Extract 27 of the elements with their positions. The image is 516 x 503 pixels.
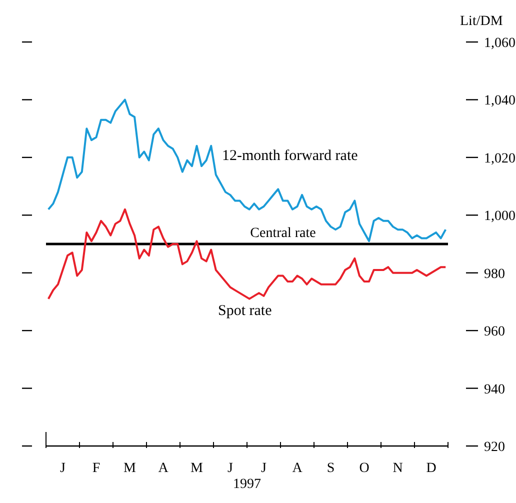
x-tick-label: F (92, 461, 100, 476)
x-tick-label: A (158, 461, 170, 476)
ref-line-label: Central rate (250, 226, 316, 241)
y-tick-label: 960 (484, 324, 505, 340)
x-tick-label: A (292, 461, 304, 476)
x-tick-label: D (426, 461, 436, 476)
y-tick-label: 1,060 (484, 36, 516, 51)
x-tick-label: M (124, 461, 137, 476)
y-tick-label: 940 (484, 382, 505, 398)
x-tick-label: M (190, 461, 204, 476)
y-tick-label: 1,000 (484, 209, 516, 224)
y-tick-label: 1,040 (484, 94, 516, 109)
y-tick-label: 980 (484, 266, 505, 282)
x-tick-label: J (261, 461, 268, 476)
x-tick-label: S (326, 461, 335, 476)
series-label: 12-month forward rate (222, 148, 358, 165)
x-tick-label: J (60, 461, 66, 476)
y-tick-label: 920 (484, 440, 505, 455)
y-axis-title: Lit/DM (460, 14, 503, 30)
x-tick-label: N (392, 461, 403, 476)
x-axis-title: 1997 (233, 476, 261, 492)
line-series (47, 208, 447, 300)
y-tick-label: 1,020 (484, 151, 516, 166)
line-series (47, 98, 447, 242)
x-tick-label: O (359, 461, 370, 476)
x-tick-label: J (228, 461, 234, 476)
series-label: Spot rate (218, 303, 272, 320)
